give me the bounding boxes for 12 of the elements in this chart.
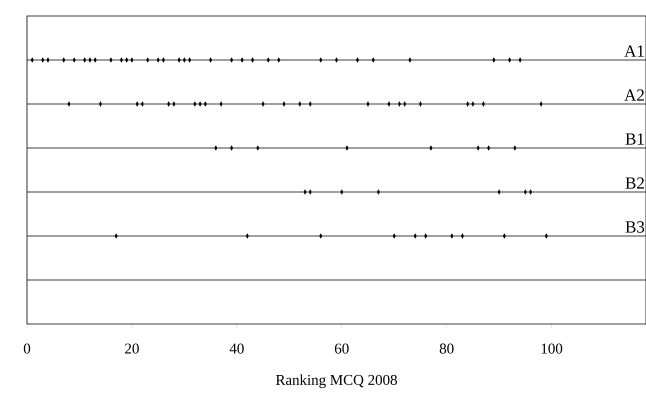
x-tick-label: 0	[24, 344, 30, 354]
y-tick-label: A1	[624, 45, 644, 57]
y-tick-label: B2	[626, 177, 644, 189]
x-tick-label: 60	[334, 344, 349, 354]
y-tick-label: A2	[624, 89, 644, 101]
x-tick-label: 20	[125, 344, 139, 354]
y-tick-label: B3	[626, 221, 644, 233]
x-tick-label: 40	[230, 344, 244, 354]
x-axis-title: Ranking MCQ 2008	[276, 374, 397, 388]
y-tick-label: B1	[626, 133, 644, 145]
x-tick-label: 100	[542, 344, 562, 354]
x-tick-label: 80	[440, 344, 454, 354]
